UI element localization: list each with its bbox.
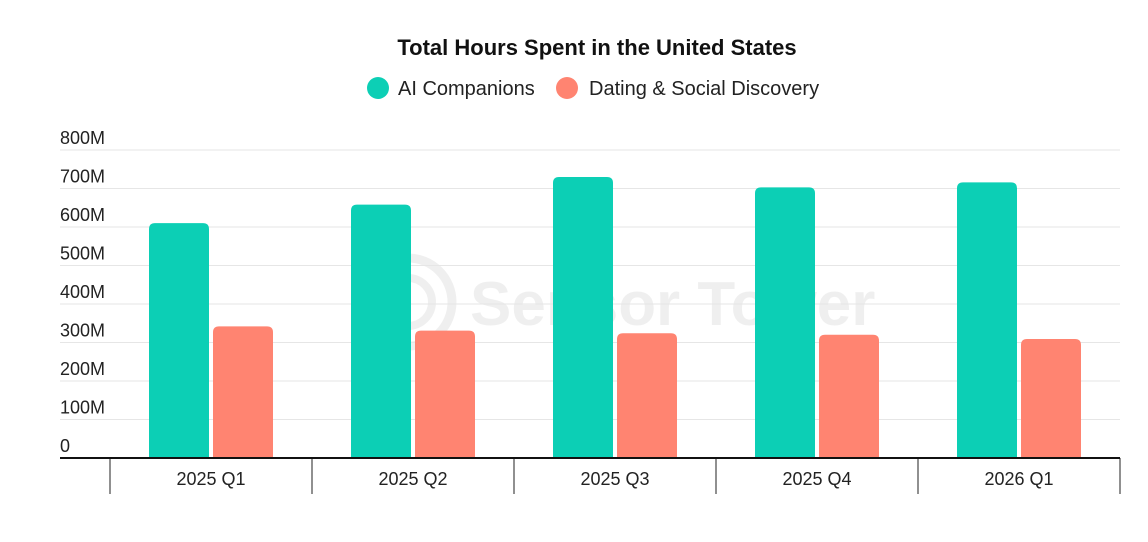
chart-title: Total Hours Spent in the United States	[397, 35, 796, 60]
y-tick-label: 600M	[60, 205, 105, 225]
y-tick-label: 300M	[60, 321, 105, 341]
bars	[149, 176, 1081, 458]
legend: AI Companions Dating & Social Discovery	[367, 77, 819, 100]
legend-label-dating-social-discovery: Dating & Social Discovery	[589, 78, 819, 100]
bar-dating-social-discovery-2025-q2	[415, 330, 475, 458]
x-axis: 2025 Q1 2025 Q2 2025 Q3 2025 Q4 2026 Q1	[60, 457, 1121, 494]
y-tick-label: 0	[60, 436, 70, 456]
bar-ai-companions-2025-q3	[553, 176, 613, 458]
bar-dating-social-discovery-2025-q4	[819, 334, 879, 458]
x-tick-label: 2025 Q3	[580, 469, 649, 489]
x-tick-label: 2026 Q1	[984, 469, 1053, 489]
y-axis-tick-labels: 0 100M 200M 300M 400M 500M 600M 700M 800M	[60, 128, 105, 456]
bar-ai-companions-2025-q4	[755, 187, 815, 458]
y-tick-label: 500M	[60, 244, 105, 264]
x-tick-label: 2025 Q4	[782, 469, 851, 489]
y-tick-label: 200M	[60, 359, 105, 379]
bar-ai-companions-2026-q1	[957, 182, 1017, 458]
legend-marker-ai-companions	[367, 77, 389, 99]
y-tick-label: 400M	[60, 282, 105, 302]
y-tick-label: 700M	[60, 167, 105, 187]
bar-ai-companions-2025-q1	[149, 223, 209, 458]
bar-ai-companions-2025-q2	[351, 204, 411, 458]
bar-dating-social-discovery-2026-q1	[1021, 339, 1081, 458]
y-tick-label: 800M	[60, 128, 105, 148]
bar-dating-social-discovery-2025-q3	[617, 333, 677, 458]
x-tick-label: 2025 Q1	[176, 469, 245, 489]
legend-label-ai-companions: AI Companions	[398, 78, 535, 100]
legend-marker-dating-social-discovery	[556, 77, 578, 99]
bar-dating-social-discovery-2025-q1	[213, 326, 273, 458]
x-tick-label: 2025 Q2	[378, 469, 447, 489]
y-tick-label: 100M	[60, 398, 105, 418]
